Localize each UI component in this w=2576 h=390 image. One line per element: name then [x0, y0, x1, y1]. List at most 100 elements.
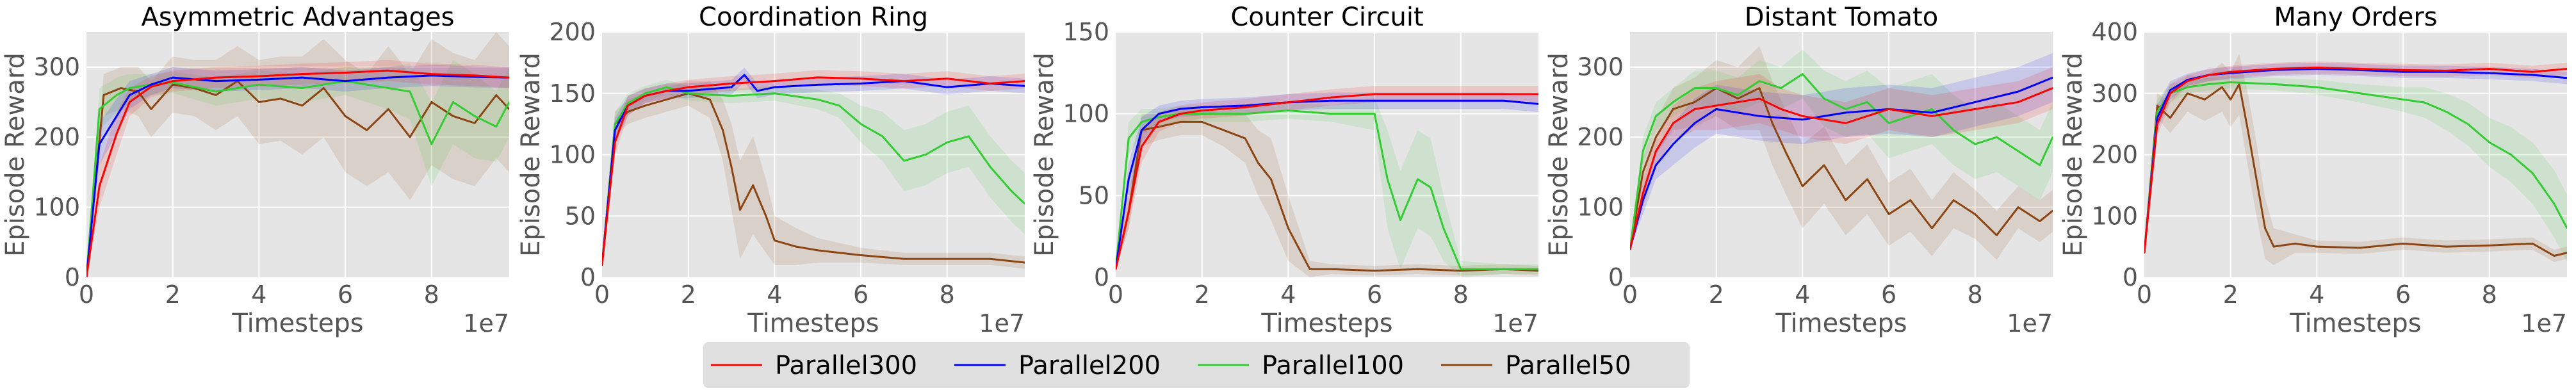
series-line-parallel300: [602, 76, 1025, 266]
data-point-parallel50: [508, 108, 509, 110]
y-axis-label: Episode Reward: [1, 53, 30, 257]
data-point-parallel100: [627, 102, 629, 104]
x-tick-label: 0: [2137, 280, 2152, 309]
panel-asymmetric-advantages: 0 100 200 300 0 2 4 6 8 Asymmetric Advantages Time…: [1, 3, 509, 338]
data-point-parallel100: [1011, 190, 1013, 193]
series-line-parallel100: [2144, 81, 2567, 253]
data-point-parallel50: [765, 215, 767, 217]
data-point-parallel200: [172, 76, 174, 79]
data-point-parallel50: [709, 99, 711, 101]
data-point-parallel100: [838, 104, 840, 107]
x-tick-label: 0: [79, 280, 94, 309]
panel-coordination-ring: 0 50 100 150 200 0 2 4 6 8 Coordination Ring Timest…: [516, 3, 1025, 338]
data-point-parallel300: [2402, 69, 2404, 71]
data-point-parallel50: [409, 136, 411, 138]
data-point-parallel300: [2169, 92, 2171, 94]
data-point-parallel300: [1758, 97, 1761, 100]
data-point-parallel200: [1373, 100, 1376, 102]
data-point-parallel200: [1201, 106, 1203, 108]
data-point-parallel50: [366, 129, 368, 131]
y-tick-label: 150: [549, 79, 596, 108]
x-axis-label: Timesteps: [747, 309, 879, 338]
series-group: [86, 32, 509, 277]
data-point-parallel300: [1128, 211, 1130, 213]
x-tick-label: 6: [338, 280, 353, 309]
data-point-parallel100: [1866, 101, 1868, 103]
data-point-parallel100: [409, 90, 411, 93]
data-point-parallel300: [644, 95, 646, 97]
data-point-parallel300: [1780, 108, 1782, 110]
data-point-parallel300: [1693, 108, 1696, 110]
data-point-parallel100: [258, 83, 260, 86]
data-point-parallel50: [1023, 261, 1025, 264]
panel-title: Asymmetric Advantages: [142, 3, 455, 32]
x-axis-label: Timesteps: [231, 309, 363, 338]
data-point-parallel100: [2510, 154, 2512, 156]
data-point-parallel100: [2156, 111, 2158, 113]
data-point-parallel200: [1715, 108, 1717, 110]
data-point-parallel50: [989, 258, 991, 260]
data-point-parallel200: [1693, 122, 1696, 124]
data-point-parallel200: [1158, 113, 1160, 115]
x-tick-label: 2: [165, 280, 181, 309]
legend-label-parallel100: Parallel100: [1262, 351, 1404, 380]
y-axis-label: Episode Reward: [516, 53, 546, 257]
data-point-parallel300: [1373, 93, 1376, 95]
data-point-parallel300: [2156, 123, 2158, 125]
data-point-parallel300: [430, 73, 432, 75]
data-point-parallel200: [860, 83, 862, 85]
x-tick-label: 0: [594, 280, 610, 309]
data-point-parallel100: [2553, 202, 2555, 205]
y-tick-label: 300: [2091, 79, 2138, 108]
data-point-parallel300: [2359, 68, 2361, 70]
data-point-parallel100: [301, 87, 303, 89]
data-point-parallel50: [665, 99, 668, 101]
data-point-parallel200: [817, 84, 819, 86]
data-point-parallel100: [1887, 122, 1890, 124]
data-point-parallel300: [258, 75, 260, 77]
data-point-parallel100: [2359, 92, 2361, 94]
data-point-parallel50: [1373, 270, 1376, 272]
data-point-parallel50: [495, 94, 497, 96]
data-point-parallel300: [627, 104, 629, 107]
band-parallel100: [602, 79, 1025, 265]
data-point-parallel100: [1823, 97, 1825, 100]
series-line-parallel200: [1630, 76, 2053, 250]
series-line-parallel200: [2144, 67, 2567, 253]
data-point-parallel200: [1642, 199, 1644, 201]
series-group: [1630, 45, 2053, 260]
y-tick-label: 100: [33, 193, 80, 222]
data-point-parallel300: [989, 83, 991, 85]
data-point-parallel100: [452, 101, 454, 103]
data-point-parallel100: [1655, 115, 1657, 117]
data-point-parallel100: [1672, 101, 1674, 103]
data-point-parallel50: [2247, 129, 2249, 131]
data-point-parallel50: [730, 166, 733, 168]
data-point-parallel100: [1737, 94, 1739, 96]
y-tick-label: 0: [1094, 263, 1109, 291]
data-point-parallel200: [1141, 129, 1143, 131]
data-point-parallel100: [2402, 99, 2404, 101]
data-point-parallel50: [795, 245, 797, 248]
data-point-parallel100: [1387, 178, 1389, 180]
data-point-parallel200: [387, 76, 389, 79]
x-tick-label: 4: [251, 280, 266, 309]
data-point-parallel100: [473, 115, 476, 117]
x-tick-label: 0: [1108, 280, 1123, 309]
data-point-parallel200: [614, 129, 616, 131]
y-tick-label: 400: [2091, 18, 2138, 46]
data-point-parallel200: [1179, 108, 1182, 110]
data-point-parallel100: [2445, 111, 2447, 113]
data-point-parallel200: [2566, 77, 2567, 79]
series-group: [2144, 53, 2567, 265]
data-point-parallel200: [473, 76, 476, 78]
data-point-parallel100: [1845, 108, 1846, 110]
y-tick-label: 0: [65, 263, 80, 291]
data-point-parallel300: [129, 101, 131, 103]
y-tick-label: 200: [2091, 141, 2138, 169]
data-point-parallel300: [1023, 80, 1025, 82]
data-point-parallel100: [508, 101, 509, 103]
data-point-parallel300: [614, 142, 616, 143]
data-point-parallel300: [115, 133, 118, 134]
y-tick-label: 300: [1577, 53, 1624, 81]
